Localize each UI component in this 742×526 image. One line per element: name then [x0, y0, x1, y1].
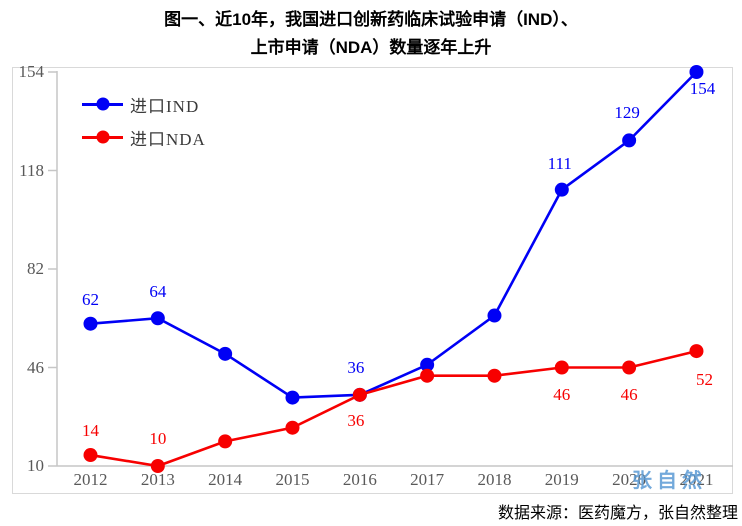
ind-point-marker — [487, 308, 502, 323]
ind-point-marker — [420, 357, 435, 372]
legend-label-nda: 进口NDA — [130, 129, 206, 149]
nda-point-marker — [285, 420, 300, 435]
legend-line-ind — [82, 97, 123, 111]
legend-marker-ind — [96, 97, 109, 111]
ind-point-marker — [689, 65, 704, 79]
chart-title: 图一、近10年，我国进口创新药临床试验申请（IND）、 上市申请（NDA）数量逐… — [0, 6, 742, 62]
legend-marker-nda — [96, 130, 109, 144]
nda-point-marker — [487, 368, 502, 383]
legend: 进口IND 进口NDA — [82, 92, 206, 158]
nda-point-marker — [689, 344, 704, 359]
nda-point-marker — [83, 448, 98, 463]
ind-point-marker — [83, 316, 98, 331]
nda-point-marker — [622, 360, 637, 375]
ind-point-marker — [218, 346, 233, 361]
chart-title-line2: 上市申请（NDA）数量逐年上升 — [250, 38, 492, 57]
nda-point-marker — [352, 387, 367, 402]
chart-title-line1: 图一、近10年，我国进口创新药临床试验申请（IND）、 — [164, 10, 578, 29]
nda-point-marker — [420, 368, 435, 383]
nda-point-marker — [554, 360, 569, 375]
source-note: 数据来源：医药魔方，张自然整理 — [497, 505, 738, 522]
ind-point-marker — [285, 390, 300, 405]
legend-item-ind: 进口IND — [82, 92, 206, 116]
ind-line — [90, 71, 698, 399]
plot-border — [12, 67, 733, 494]
nda-point-marker — [218, 434, 233, 449]
nda-line — [90, 349, 697, 468]
nda-point-marker — [150, 459, 165, 473]
ind-point-marker — [622, 133, 637, 148]
ind-point-marker — [554, 182, 569, 197]
legend-label-ind: 进口IND — [130, 96, 200, 116]
legend-line-nda — [82, 130, 123, 144]
legend-item-nda: 进口NDA — [82, 125, 206, 149]
watermark: 张自然 — [632, 470, 707, 492]
ind-point-marker — [150, 311, 165, 326]
